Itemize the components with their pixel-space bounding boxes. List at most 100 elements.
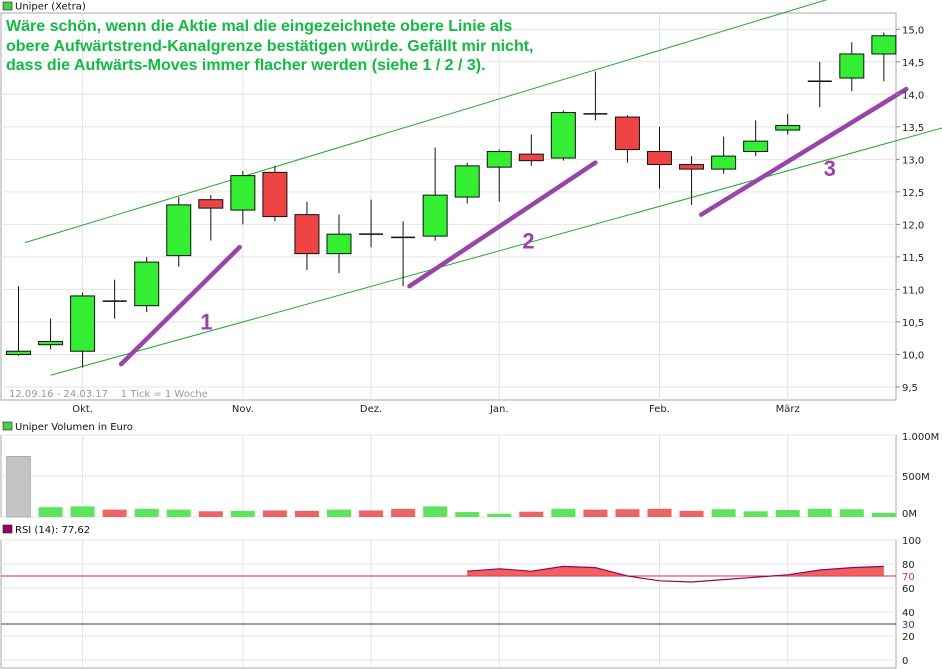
rsi-y-tick-label: 70 xyxy=(902,572,915,583)
candle-body-down xyxy=(262,171,288,218)
date-axis: Okt. Nov. Dez. Jan. Feb. März xyxy=(72,404,800,415)
candle xyxy=(294,201,320,270)
candle-body-up xyxy=(134,261,160,307)
date-tick-label: Feb. xyxy=(649,404,670,415)
price-legend-swatch xyxy=(2,1,13,11)
annotation-line-1: Wäre schön, wenn die Aktie mal die einge… xyxy=(6,18,512,35)
candle xyxy=(134,256,160,313)
volume-bar xyxy=(294,510,319,517)
move-label-3: 3 xyxy=(824,156,836,181)
volume-bar xyxy=(327,509,351,517)
price-y-tick-label: 11,5 xyxy=(902,253,924,264)
volume-legend: Uniper Volumen in Euro xyxy=(15,422,133,433)
candle xyxy=(518,134,544,166)
candle-body-up xyxy=(166,204,192,257)
date-tick-label: Jan. xyxy=(489,404,509,415)
volume-bars xyxy=(6,456,896,518)
volume-y-tick-label: 500M xyxy=(902,472,930,483)
volume-bar xyxy=(359,510,384,517)
volume-bar xyxy=(871,512,896,517)
rsi-legend: RSI (14): 77,62 xyxy=(15,525,90,536)
candle-body-down xyxy=(294,214,320,255)
rsi-plot-area xyxy=(0,539,897,669)
price-y-tick-label: 13,5 xyxy=(902,123,924,134)
annotation: Wäre schön, wenn die Aktie mal die einge… xyxy=(6,18,534,74)
rsi-series xyxy=(467,565,884,583)
volume-bar xyxy=(807,508,832,517)
candle xyxy=(743,120,769,157)
lower-channel-line xyxy=(50,127,942,376)
move-line-2 xyxy=(407,160,598,289)
volume-bar xyxy=(615,509,640,517)
candle xyxy=(230,171,256,225)
date-tick-label: März xyxy=(776,404,800,415)
candle xyxy=(262,165,288,222)
volume-bar xyxy=(775,510,800,517)
candles xyxy=(6,32,897,368)
candle xyxy=(391,221,416,287)
price-y-tick-label: 9,5 xyxy=(902,383,918,394)
volume-bar xyxy=(38,507,63,517)
candle xyxy=(614,115,640,163)
candle xyxy=(166,197,192,267)
volume-y-tick-label: 0M xyxy=(902,509,917,520)
candle-body-up xyxy=(6,350,31,355)
rsi-grid xyxy=(1,539,896,668)
candle xyxy=(839,42,865,92)
volume-y-tick-label: 1.000M xyxy=(902,432,939,443)
range-info: 12.09.16 - 24.03.17 1 Tick = 1 Woche xyxy=(9,389,208,400)
candle xyxy=(807,61,832,108)
rsi-line xyxy=(467,565,884,583)
rsi-y-tick-label: 30 xyxy=(902,620,915,631)
candle-body-up xyxy=(775,125,801,131)
candle xyxy=(454,162,480,204)
rsi-y-tick-label: 20 xyxy=(902,632,915,643)
candle-body-down xyxy=(679,164,705,170)
price-y-tick-label: 14,0 xyxy=(902,90,924,101)
volume-bar xyxy=(647,508,672,517)
candle xyxy=(679,156,705,205)
price-panel: 123 9,510,010,511,011,512,012,513,013,51… xyxy=(0,0,942,415)
volume-bar xyxy=(6,456,31,518)
candle xyxy=(647,126,672,189)
price-legend: Uniper (Xetra) xyxy=(15,2,86,13)
candle xyxy=(422,147,448,241)
candle-body-up xyxy=(711,155,737,170)
volume-bar xyxy=(166,509,191,517)
volume-bar xyxy=(134,508,159,517)
move-line-1 xyxy=(118,244,242,367)
rsi-y-tick-label: 80 xyxy=(902,560,915,571)
volume-bar xyxy=(519,511,544,517)
price-y-tick-label: 12,0 xyxy=(902,220,924,231)
rsi-legend-swatch xyxy=(2,524,13,534)
annotation-line-3: dass die Aufwärts-Moves immer flacher we… xyxy=(6,57,486,74)
candle-body-down xyxy=(647,151,672,166)
volume-bar xyxy=(711,509,736,517)
rsi-y-tick-label: 60 xyxy=(902,584,915,595)
move-label-2: 2 xyxy=(522,228,534,253)
price-y-tick-label: 13,0 xyxy=(902,155,924,166)
rsi-y-tick-label: 0 xyxy=(902,656,908,667)
date-tick-label: Okt. xyxy=(72,404,93,415)
candle xyxy=(711,136,737,174)
upper-channel-line xyxy=(24,0,828,244)
candle xyxy=(326,214,352,274)
candle-body-up xyxy=(839,53,865,79)
price-y-axis: 9,5 10,0 10,5 11,0 11,5 12,0 12,5 13,0 13,5 14,0 1… xyxy=(896,25,924,394)
volume-panel: Uniper Volumen in Euro 1.000M 500M 0M xyxy=(0,421,939,520)
move-line-3 xyxy=(698,86,909,217)
volume-bar xyxy=(583,509,608,517)
volume-bar xyxy=(743,511,768,517)
volume-bar xyxy=(102,509,127,517)
candle xyxy=(70,292,96,368)
move-label-1: 1 xyxy=(200,310,212,335)
price-y-tick-label: 10,5 xyxy=(902,318,924,329)
volume-bar xyxy=(455,512,480,517)
move-lines: 1 2 3 xyxy=(118,86,909,367)
volume-bar xyxy=(839,509,864,517)
candle-body-up xyxy=(422,194,448,237)
candle xyxy=(38,318,64,350)
date-tick-label: Dez. xyxy=(360,404,382,415)
